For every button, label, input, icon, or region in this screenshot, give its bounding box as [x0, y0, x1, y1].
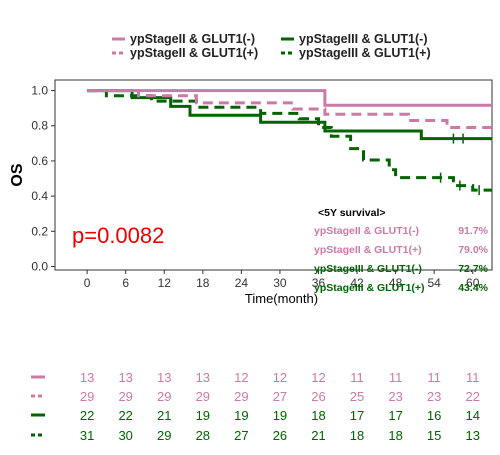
risk-table-value: 29 [196, 389, 210, 404]
risk-table-value: 21 [157, 408, 171, 423]
legend-label-2: ypStageII & GLUT1(+) [130, 46, 258, 60]
survival-curve-2 [87, 89, 492, 129]
y-tick-label: 1.0 [31, 84, 48, 98]
x-tick-label: 36 [312, 276, 326, 290]
risk-table-value: 19 [196, 408, 210, 423]
risk-table-value: 19 [234, 408, 248, 423]
y-tick-label: 0.8 [31, 119, 48, 133]
survival-row-value-2: 79.0% [458, 244, 488, 256]
x-tick-label: 30 [273, 276, 287, 290]
risk-table-value: 11 [466, 370, 480, 385]
risk-table-value: 26 [273, 428, 287, 443]
x-tick-label: 18 [196, 276, 210, 290]
risk-table-value: 21 [311, 428, 325, 443]
survival-row-value-1: 91.7% [458, 225, 488, 237]
risk-table-value: 28 [196, 428, 210, 443]
risk-table-value: 22 [118, 408, 132, 423]
y-tick-label: 0.6 [31, 154, 48, 168]
risk-table-value: 19 [273, 408, 287, 423]
risk-table-value: 29 [118, 389, 132, 404]
survival-row-label-3: ypStageIII & GLUT1(-) [314, 263, 422, 275]
risk-table-value: 13 [80, 370, 94, 385]
risk-table-value: 18 [388, 428, 402, 443]
x-tick-label: 12 [158, 276, 172, 290]
risk-table-value: 18 [311, 408, 325, 423]
legend-label-1: ypStageII & GLUT1(-) [130, 32, 255, 46]
risk-table-value: 29 [234, 389, 248, 404]
risk-table-value: 30 [118, 428, 132, 443]
risk-table-value: 22 [465, 389, 479, 404]
x-tick-label: 42 [350, 276, 364, 290]
survival-row-value-3: 72.7% [458, 263, 488, 275]
x-tick-label: 24 [235, 276, 249, 290]
risk-table-value: 12 [234, 370, 248, 385]
survival-curve-4 [87, 89, 492, 192]
x-tick-label: 48 [389, 276, 403, 290]
risk-table-value: 11 [427, 370, 441, 385]
survival-curve-3 [87, 89, 492, 141]
risk-table-value: 29 [80, 389, 94, 404]
risk-table-value: 27 [273, 389, 287, 404]
risk-table-value: 16 [427, 408, 441, 423]
y-tick-label: 0.2 [31, 224, 48, 238]
risk-table-value: 12 [273, 370, 287, 385]
y-tick-label: 0.4 [31, 189, 48, 203]
risk-table-value: 13 [196, 370, 210, 385]
x-tick-label: 54 [427, 276, 441, 290]
risk-table-value: 13 [465, 428, 479, 443]
risk-table-value: 15 [427, 428, 441, 443]
p-value-text: p=0.0082 [72, 223, 164, 248]
survival-row-value-4: 43.4% [458, 282, 488, 294]
risk-table-value: 23 [427, 389, 441, 404]
risk-table-value: 11 [389, 370, 403, 385]
risk-table-value: 13 [157, 370, 171, 385]
y-axis-title: OS [9, 163, 26, 186]
risk-table-value: 18 [350, 428, 364, 443]
risk-table-value: 11 [350, 370, 364, 385]
risk-table-value: 23 [388, 389, 402, 404]
risk-table-value: 22 [80, 408, 94, 423]
survival-curve-1 [87, 89, 492, 107]
survival-row-label-1: ypStageII & GLUT1(-) [314, 225, 419, 237]
risk-table-value: 13 [118, 370, 132, 385]
risk-table-value: 29 [157, 428, 171, 443]
risk-table-value: 17 [350, 408, 364, 423]
plot-panel-border [54, 79, 493, 271]
x-tick-label: 60 [466, 276, 480, 290]
survival-row-label-2: ypStageII & GLUT1(+) [314, 244, 422, 256]
legend-label-4: ypStageIII & GLUT1(+) [299, 46, 431, 60]
risk-table-value: 31 [80, 428, 94, 443]
risk-table-value: 14 [465, 408, 479, 423]
risk-table-value: 17 [388, 408, 402, 423]
survival-table-title: <5Y survival> [318, 207, 386, 219]
risk-table-value: 27 [234, 428, 248, 443]
x-axis-title: Time(month) [245, 291, 318, 306]
survival-row-label-4: ypStageIII & GLUT1(+) [314, 282, 425, 294]
x-tick-label: 6 [122, 276, 129, 290]
legend-label-3: ypStageIII & GLUT1(-) [299, 32, 427, 46]
y-tick-label: 0.0 [31, 259, 48, 273]
risk-table-value: 12 [311, 370, 325, 385]
risk-table-value: 25 [350, 389, 364, 404]
x-tick-label: 0 [84, 276, 91, 290]
risk-table-value: 26 [311, 389, 325, 404]
risk-table-value: 29 [157, 389, 171, 404]
